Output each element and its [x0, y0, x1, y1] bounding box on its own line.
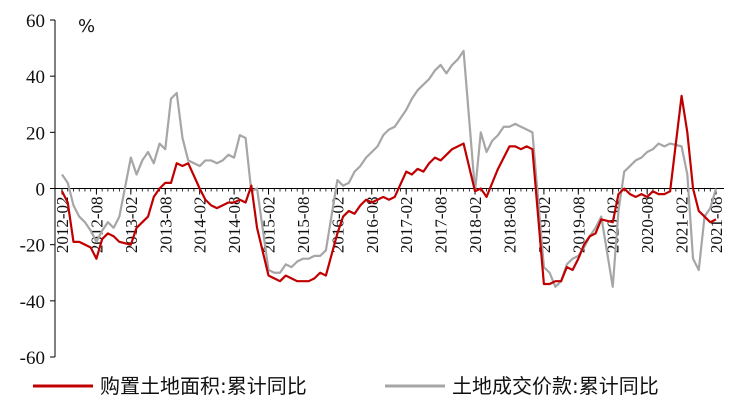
x-tick-label: 2012-02: [53, 197, 72, 254]
x-tick-label: 2012-08: [87, 197, 106, 254]
y-tick-label: -40: [20, 292, 45, 313]
x-tick-label: 2013-08: [156, 197, 175, 254]
y-tick-label: 0: [36, 180, 46, 201]
legend-label-0: 购置土地面积:累计同比: [100, 374, 307, 398]
x-tick-label: 2020-08: [638, 197, 657, 254]
x-tick-label: 2015-08: [294, 197, 313, 254]
x-tick-label: 2017-02: [397, 197, 416, 254]
series-layer: [61, 49, 718, 288]
x-tick-label: 2016-02: [328, 197, 347, 254]
x-tick-label: 2019-08: [569, 197, 588, 254]
x-tick-label: 2016-08: [363, 197, 382, 254]
x-tick-label: 2018-02: [466, 197, 485, 254]
unit-label: %: [78, 16, 95, 37]
x-tick-label: 2013-02: [122, 197, 141, 254]
y-tick-label: 60: [26, 11, 45, 32]
x-tick-label: 2021-08: [707, 197, 726, 254]
x-tick-label: 2014-08: [225, 197, 244, 254]
legend-label-1: 土地成交价款:累计同比: [452, 374, 659, 398]
x-tick-label: 2018-08: [500, 197, 519, 254]
legend: 购置土地面积:累计同比 土地成交价款:累计同比: [33, 374, 659, 398]
y-tick-label: 20: [26, 123, 45, 144]
y-tick-label: -60: [20, 348, 45, 369]
series-line-1: [61, 49, 718, 288]
x-tick-label: 2014-02: [191, 197, 210, 254]
y-axis: -60 -40 -20 0 20 40 60: [20, 11, 56, 369]
x-tick-label: 2021-02: [673, 197, 692, 254]
series-line-0: [61, 94, 717, 286]
x-tick-label: 2017-08: [432, 197, 451, 254]
y-tick-label: -20: [20, 236, 45, 257]
y-tick-label: 40: [26, 67, 45, 88]
